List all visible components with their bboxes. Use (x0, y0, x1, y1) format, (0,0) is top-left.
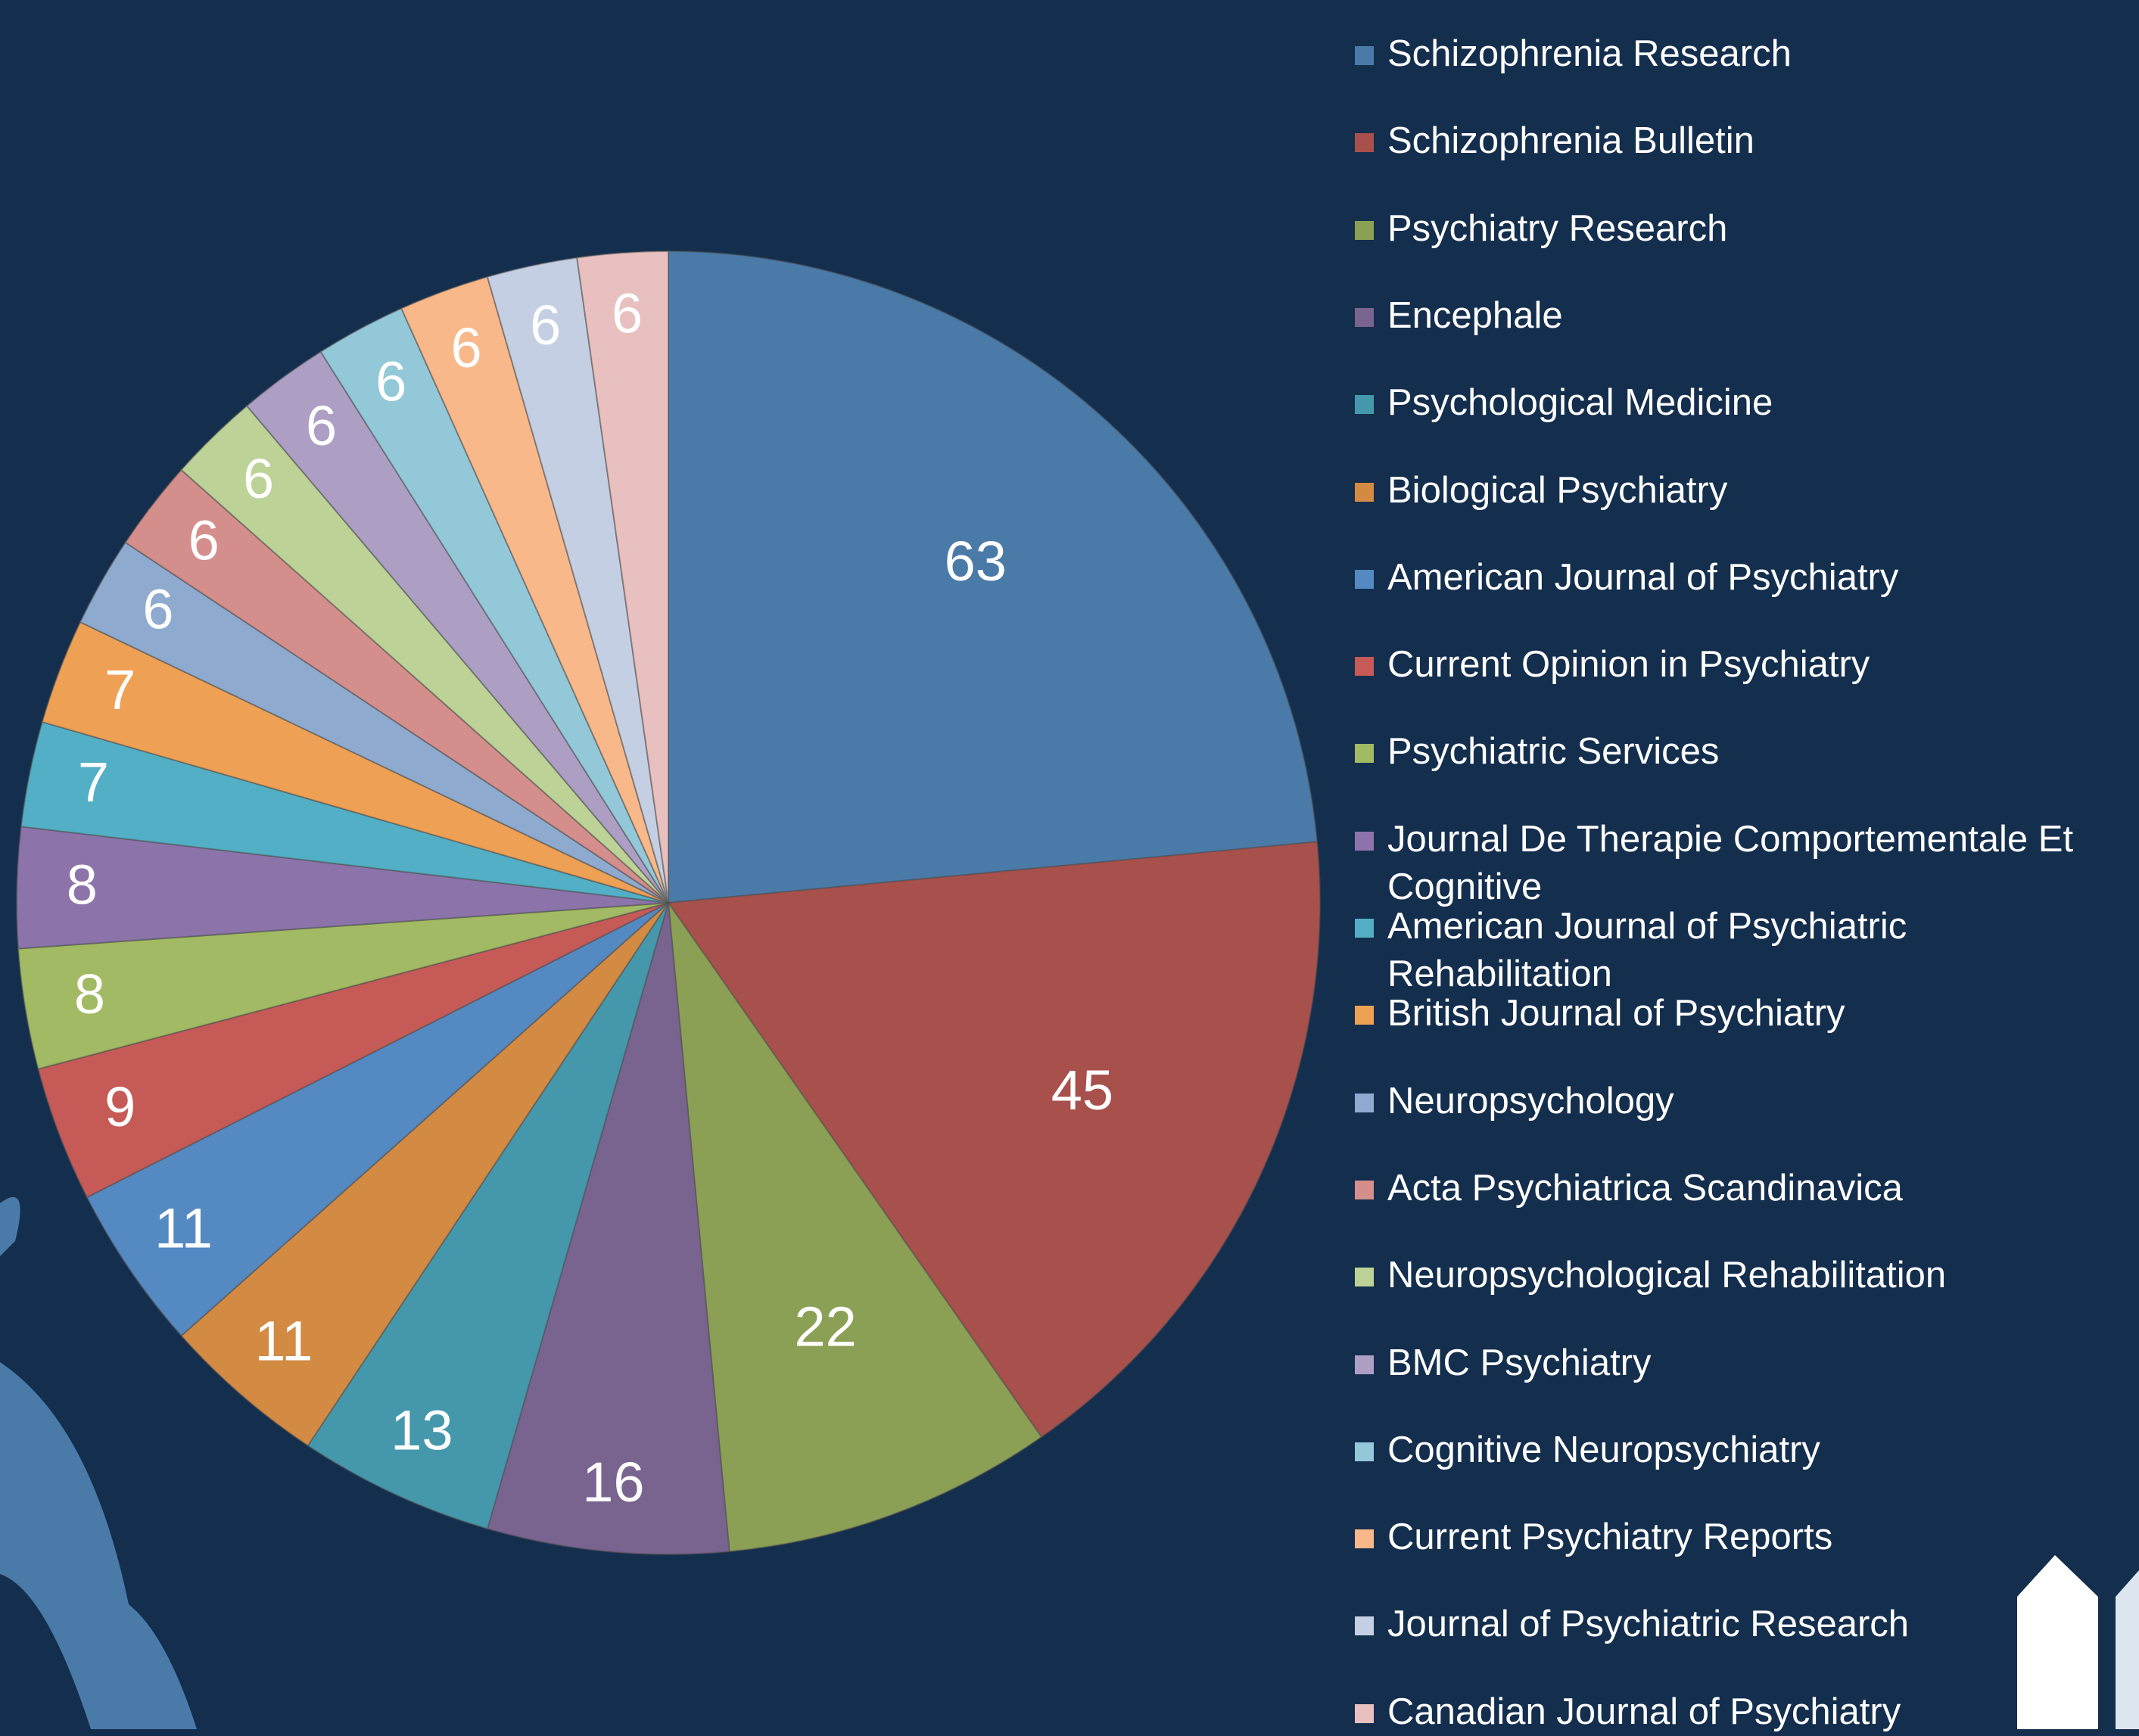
decoration (0, 1197, 20, 1256)
data-label: 6 (142, 577, 173, 640)
legend-entry: Biological Psychiatry (1355, 467, 2134, 515)
legend-swatch (1355, 1442, 1374, 1461)
data-label: 16 (582, 1451, 644, 1514)
legend-entry: Psychiatric Services (1355, 728, 2134, 776)
legend-swatch (1355, 1616, 1374, 1635)
legend-swatch (1355, 919, 1374, 938)
legend-swatch (1355, 744, 1374, 763)
legend-swatch (1355, 1704, 1374, 1723)
legend-swatch (1355, 570, 1374, 589)
legend-swatch (1355, 1094, 1374, 1112)
legend-label: Journal De Therapie Comportementale Et C… (1387, 816, 2134, 911)
legend-entry: Cognitive Neuropsychiatry (1355, 1426, 2134, 1474)
legend-label: BMC Psychiatry (1387, 1339, 2134, 1387)
data-label: 6 (306, 394, 337, 457)
data-label: 6 (188, 509, 220, 572)
legend-entry: Psychological Medicine (1355, 379, 2134, 427)
legend-swatch (1355, 1181, 1374, 1199)
data-label: 9 (104, 1075, 135, 1138)
legend-entry: American Journal of Psychiatry (1355, 554, 2134, 602)
legend-entry: Neuropsychological Rehabilitation (1355, 1252, 2134, 1299)
data-label: 22 (794, 1295, 856, 1358)
legend-entry: Encephale (1355, 292, 2134, 340)
legend-swatch (1355, 832, 1374, 851)
legend-swatch (1355, 308, 1374, 327)
legend-swatch (1355, 1268, 1374, 1286)
legend-label: American Journal of Psychiatric Rehabili… (1387, 903, 2134, 998)
page: 634522161311119887766666666 (() => { con… (0, 0, 2139, 1729)
legend-swatch (1355, 133, 1374, 152)
legend-label: Acta Psychiatrica Scandinavica (1387, 1165, 2134, 1212)
legend-label: British Journal of Psychiatry (1387, 990, 2134, 1038)
data-label: 6 (375, 350, 406, 413)
legend-entry: Acta Psychiatrica Scandinavica (1355, 1165, 2134, 1212)
legend-entry: Journal of Psychiatric Research (1355, 1601, 2134, 1648)
data-label: 45 (1051, 1059, 1113, 1122)
data-label: 13 (391, 1399, 453, 1462)
legend-label: Schizophrenia Research (1387, 30, 2134, 78)
legend-label: Psychiatric Services (1387, 728, 2134, 776)
legend-label: Psychiatry Research (1387, 205, 2134, 253)
legend-entry: Schizophrenia Research (1355, 30, 2134, 78)
legend-swatch (1355, 395, 1374, 414)
legend-label: Current Opinion in Psychiatry (1387, 641, 2134, 689)
data-label: 6 (530, 294, 561, 356)
data-label: 6 (243, 447, 274, 510)
data-label: 8 (74, 963, 105, 1025)
legend-label: Cognitive Neuropsychiatry (1387, 1426, 2134, 1474)
legend-entry: Canadian Journal of Psychiatry (1355, 1688, 2134, 1736)
legend-swatch (1355, 483, 1374, 502)
legend-label: Biological Psychiatry (1387, 467, 2134, 515)
legend-entry: Current Psychiatry Reports (1355, 1514, 2134, 1561)
legend-entry: Neuropsychology (1355, 1078, 2134, 1125)
legend-swatch (1355, 46, 1374, 65)
legend-swatch (1355, 221, 1374, 240)
legend-entry: Journal De Therapie Comportementale Et C… (1355, 816, 2134, 911)
data-label: 11 (255, 1310, 313, 1373)
data-label: 7 (104, 658, 135, 721)
data-label: 6 (450, 316, 481, 379)
legend-entry: Schizophrenia Bulletin (1355, 117, 2134, 165)
decoration (0, 1362, 197, 1729)
legend-label: Neuropsychology (1387, 1078, 2134, 1125)
data-label: 11 (154, 1197, 213, 1260)
legend-swatch (1355, 1006, 1374, 1025)
legend-label: Encephale (1387, 292, 2134, 340)
legend-label: American Journal of Psychiatry (1387, 554, 2134, 602)
data-label: 8 (67, 853, 98, 916)
legend-entry: Psychiatry Research (1355, 205, 2134, 253)
legend-entry: American Journal of Psychiatric Rehabili… (1355, 903, 2134, 998)
legend-label: Canadian Journal of Psychiatry (1387, 1688, 2134, 1736)
legend-label: Schizophrenia Bulletin (1387, 117, 2134, 165)
data-label: 7 (78, 751, 109, 814)
legend-label: Neuropsychological Rehabilitation (1387, 1252, 2134, 1299)
legend-label: Current Psychiatry Reports (1387, 1514, 2134, 1561)
legend-swatch (1355, 657, 1374, 676)
legend-label: Journal of Psychiatric Research (1387, 1601, 2134, 1648)
legend-label: Psychological Medicine (1387, 379, 2134, 427)
data-label: 63 (945, 530, 1007, 593)
legend-entry: Current Opinion in Psychiatry (1355, 641, 2134, 689)
legend-entry: BMC Psychiatry (1355, 1339, 2134, 1387)
legend-swatch (1355, 1529, 1374, 1548)
legend-swatch (1355, 1355, 1374, 1374)
legend-entry: British Journal of Psychiatry (1355, 990, 2134, 1038)
data-label: 6 (612, 282, 643, 345)
